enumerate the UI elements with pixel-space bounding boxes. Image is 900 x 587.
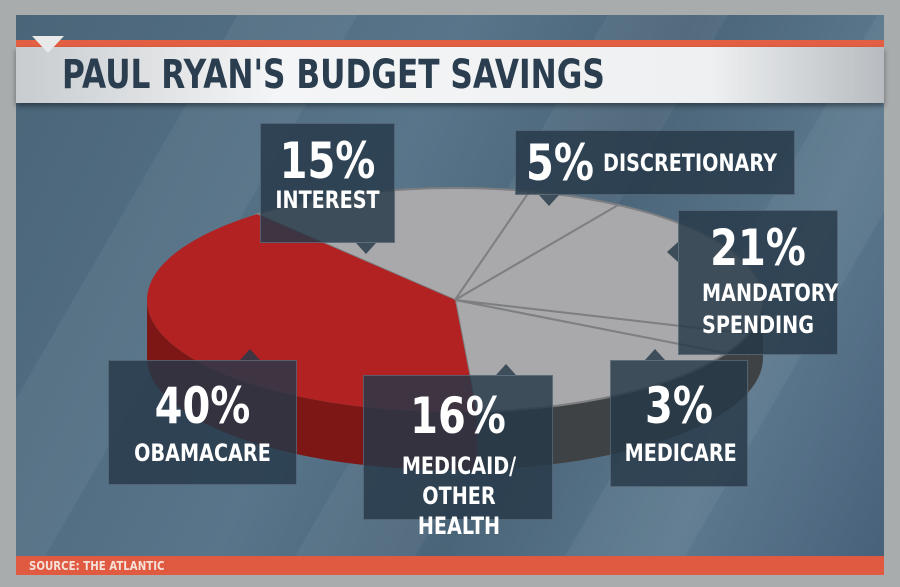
label-medicaid: 16% MEDICAID/ OTHER HEALTH bbox=[363, 375, 553, 540]
name-medicare: MEDICARE bbox=[624, 439, 737, 467]
name-mandatory: MANDATORY SPENDING bbox=[702, 279, 839, 339]
accent-stripe bbox=[16, 40, 884, 47]
name-interest: INTEREST bbox=[275, 186, 380, 214]
label-medicare: 3% MEDICARE bbox=[610, 360, 748, 487]
pct-mandatory: 21% bbox=[710, 219, 806, 277]
label-mandatory: 21% MANDATORY SPENDING bbox=[678, 210, 838, 355]
triangle-marker-icon bbox=[32, 36, 64, 53]
name-obamacare: OBAMACARE bbox=[134, 439, 271, 467]
title-band bbox=[16, 47, 884, 103]
label-obamacare: 40% OBAMACARE bbox=[108, 360, 297, 485]
source-bar: SOURCE: THE ATLANTIC bbox=[16, 556, 884, 575]
pct-medicaid: 16% bbox=[410, 387, 506, 445]
name-discretionary: DISCRETIONARY bbox=[602, 148, 777, 177]
name-medicaid: MEDICAID/ OTHER HEALTH bbox=[401, 452, 517, 540]
pct-obamacare: 40% bbox=[154, 377, 251, 435]
pct-discretionary: 5% bbox=[526, 133, 594, 192]
label-interest: 15% INTEREST bbox=[260, 123, 395, 243]
source-text: SOURCE: THE ATLANTIC bbox=[29, 559, 165, 573]
label-discretionary: 5% DISCRETIONARY bbox=[515, 130, 795, 195]
chart-title: PAUL RYAN'S BUDGET SAVINGS bbox=[62, 52, 605, 98]
pct-medicare: 3% bbox=[645, 377, 713, 435]
pct-interest: 15% bbox=[279, 132, 376, 190]
